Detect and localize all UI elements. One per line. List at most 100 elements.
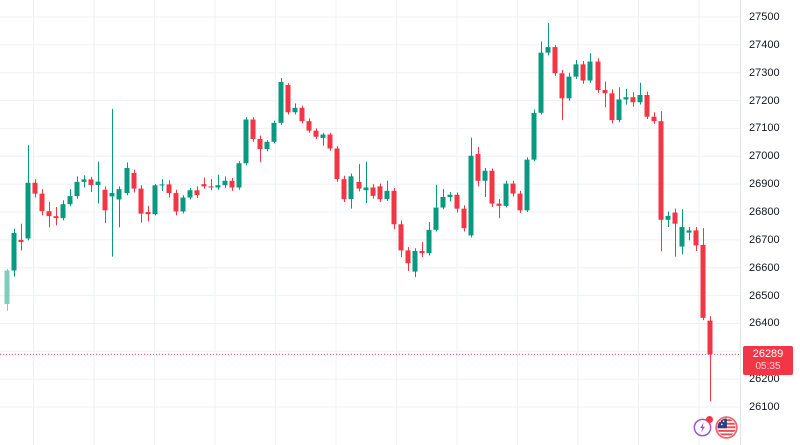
candle [566,72,572,101]
candle [215,174,221,190]
last-price-value: 26289 [752,348,784,361]
candle [580,61,586,84]
candle [194,186,200,199]
candle [693,227,699,251]
candle [180,195,186,214]
candle [236,161,242,190]
candle [166,180,172,198]
candle [489,168,495,207]
candle [95,161,101,204]
candle [264,140,270,152]
candle [384,180,390,201]
candle [67,189,73,207]
candle [658,111,664,252]
candle [278,78,284,126]
candle [651,112,657,124]
candle [538,41,544,115]
price-axis[interactable]: 27500 27400 27300 27200 27100 27000 26900 26800… [740,0,800,445]
candle [187,188,193,200]
candle [602,81,608,108]
candles-group [4,23,713,402]
candle [25,145,31,241]
candle [271,120,277,144]
axis-tick-label: 27300 [749,66,780,79]
candle [53,206,59,226]
candle [32,179,38,198]
candle [637,82,643,105]
candle [531,109,537,162]
candle [426,222,432,256]
candle [468,137,474,238]
candle [686,227,692,241]
candle [11,228,17,277]
candle [74,176,80,199]
axis-tick-label: 26600 [749,261,780,274]
candle [363,161,369,204]
candle [334,146,340,182]
candle [559,69,565,121]
candle [707,316,713,402]
candle [644,91,650,119]
candle [88,176,94,192]
candle [243,117,249,166]
candle [152,184,158,216]
candle [440,189,446,210]
candle [623,88,629,105]
candle [391,188,397,230]
lightning-icon [693,418,712,437]
candle [173,189,179,216]
candle [46,201,52,228]
candle [229,178,235,191]
candle [433,184,439,232]
candle [482,167,488,197]
axis-tick-label: 26200 [749,373,780,386]
candle [131,169,137,193]
candle [299,105,305,124]
last-price-label: 26289 05:35 [743,346,793,376]
candle [348,173,354,209]
candle [222,176,228,189]
grid [0,0,740,445]
candle [496,199,502,219]
candle [665,211,671,228]
candle [524,157,530,212]
axis-tick-label: 26800 [749,206,780,218]
candle [327,132,333,151]
candle [552,44,558,77]
candle [60,200,66,221]
candle [595,58,601,93]
candle [18,223,24,251]
axis-tick-label: 27000 [749,150,780,163]
candle [461,205,467,232]
candle [377,183,383,202]
candle [138,185,144,223]
candle [102,186,108,224]
candle [609,89,615,124]
candle [700,228,706,321]
candle [630,92,636,107]
axis-tick-label: 26100 [749,401,780,413]
axis-tick-label: 26400 [749,317,780,330]
flag-logo-button[interactable] [715,416,738,439]
axis-tick-label: 27200 [749,94,780,107]
candle [109,108,115,257]
candle [573,59,579,79]
candle [447,191,453,202]
candle [419,242,425,258]
candle [159,179,165,191]
candle [679,209,685,255]
candle [320,132,326,146]
candle [454,192,460,213]
candle [341,175,347,202]
candle [145,205,151,222]
notification-dot [706,416,713,423]
candle [672,208,678,257]
candle [39,189,45,216]
candle [587,53,593,83]
axis-tick-label: 26500 [749,289,780,302]
candle [124,162,130,196]
flash-ideas-button[interactable] [693,416,713,437]
countdown-timer: 05:35 [755,361,781,373]
